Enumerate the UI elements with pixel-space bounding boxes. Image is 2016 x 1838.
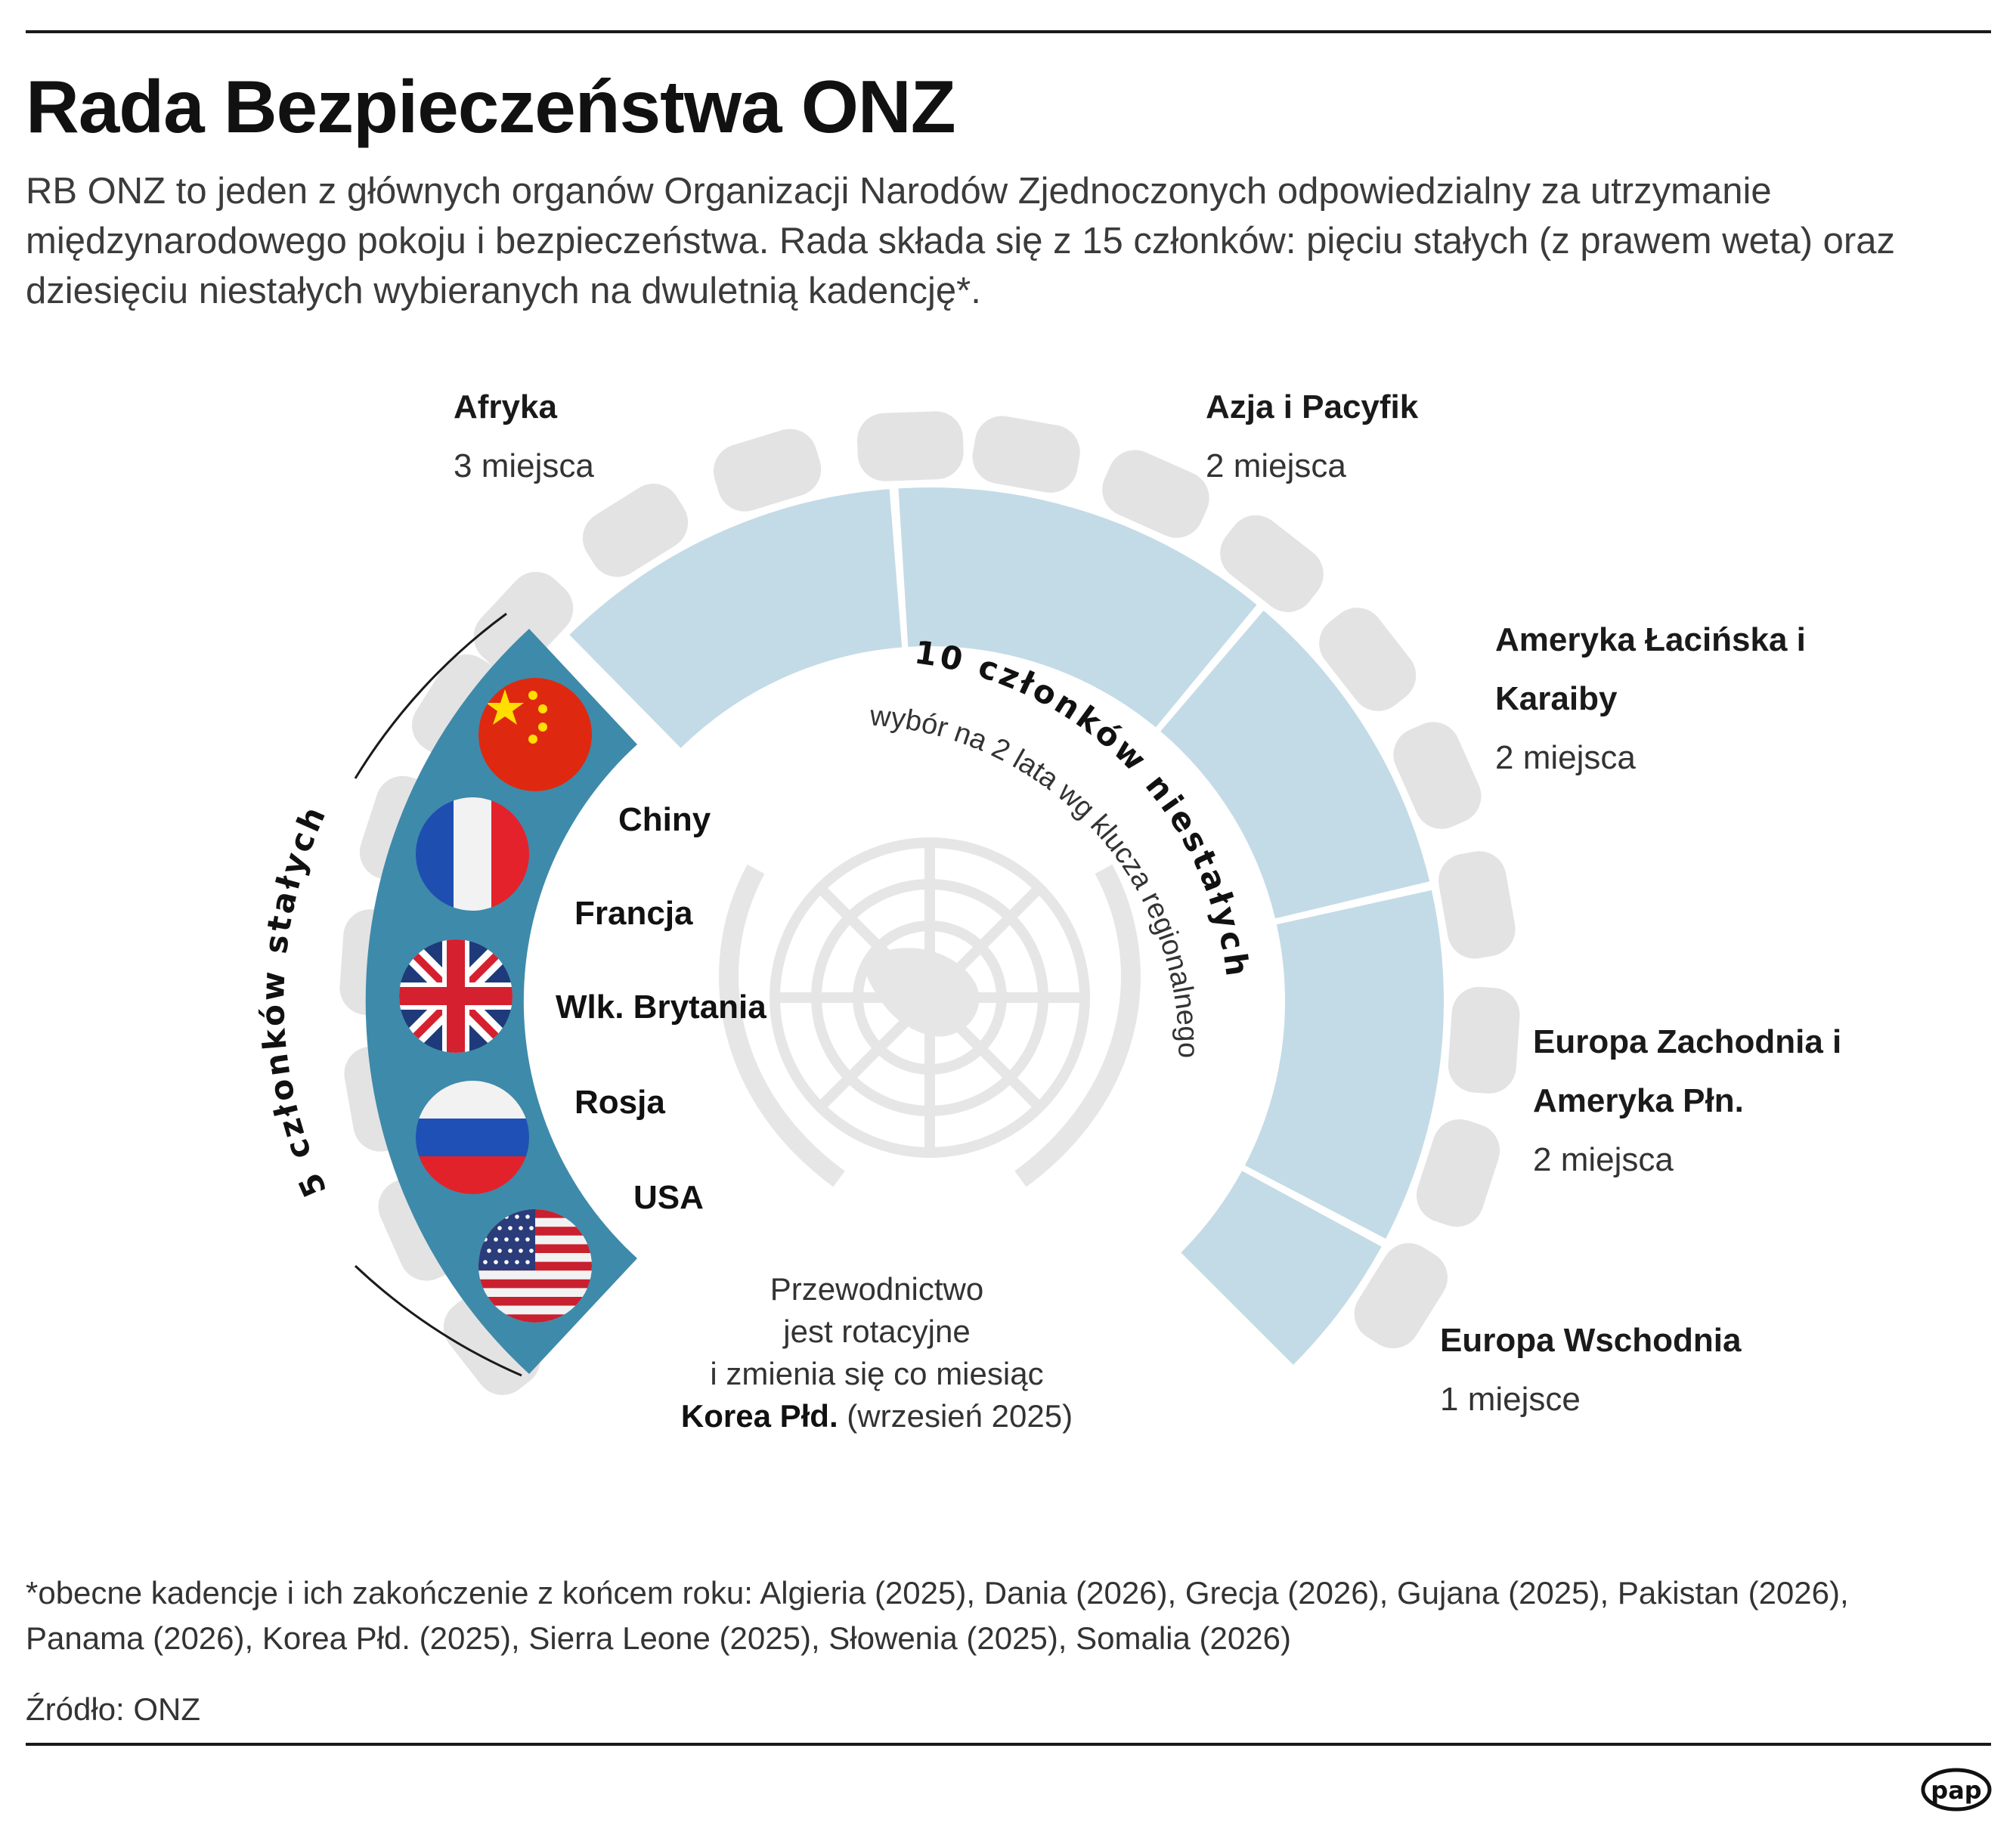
chair-14 [1319, 608, 1417, 711]
member-china: Chiny [618, 801, 711, 838]
top-rule [26, 30, 1991, 33]
table-segment-1 [569, 489, 903, 748]
permanent-bracket-top [354, 612, 507, 779]
presidency-note: Przewodnictwo jest rotacyjne i zmienia s… [643, 1268, 1111, 1437]
france-flag-icon [416, 797, 529, 911]
chair-11 [972, 416, 1080, 493]
chair-15 [1393, 722, 1482, 829]
un-emblem-icon [719, 837, 1141, 1187]
chair-18 [1416, 1119, 1500, 1227]
intro-text: RB ONZ to jeden z głównych organów Organ… [26, 171, 1895, 311]
chair-17 [1448, 986, 1520, 1094]
presidency-current: Korea Płd. (wrzesień 2025) [643, 1395, 1111, 1437]
member-uk: Wlk. Brytania [556, 989, 766, 1026]
chair-16 [1438, 851, 1516, 959]
bottom-rule [26, 1743, 1991, 1746]
presidency-line-2: jest rotacyjne [783, 1314, 971, 1349]
presidency-country: Korea Płd. [680, 1398, 838, 1434]
chair-19 [1354, 1242, 1448, 1349]
chair-2 [713, 429, 822, 512]
region-asia-pacific: Azja i Pacyfik 2 miejsca [1206, 378, 1418, 496]
svg-text:pap: pap [1931, 1776, 1981, 1805]
chair-3 [582, 484, 689, 577]
table-segment-3 [1160, 610, 1430, 919]
region-western-europe: Europa Zachodnia i Ameryka Płn. 2 miejsc… [1533, 1013, 1888, 1190]
uk-flag-icon [399, 939, 513, 1053]
region-seats: 1 miejsce [1440, 1381, 1581, 1418]
permanent-members-label: 5 członków stałych [254, 799, 334, 1203]
presidency-line-1: Przewodnictwo [770, 1271, 984, 1307]
table-segment-5 [1181, 1171, 1382, 1365]
table-segment-2 [898, 487, 1257, 728]
chair-1 [857, 411, 964, 481]
region-name: Azja i Pacyfik [1206, 388, 1419, 425]
presidency-line-3: i zmienia się co miesiąc [710, 1356, 1044, 1391]
source: Źródło: ONZ [26, 1691, 201, 1727]
member-usa: USA [633, 1179, 704, 1216]
table-segment-4 [1244, 890, 1444, 1239]
russia-flag-icon [416, 1081, 529, 1194]
region-seats: 3 miejsca [454, 447, 594, 484]
region-seats: 2 miejsca [1495, 739, 1636, 776]
chair-4 [473, 571, 574, 673]
presidency-date: (wrzesień 2025) [838, 1398, 1073, 1434]
region-africa: Afryka 3 miejsca [454, 378, 594, 496]
region-name: Afryka [454, 388, 557, 425]
region-name: Europa Wschodnia [1440, 1322, 1742, 1359]
page-title: Rada Bezpieczeństwa ONZ [26, 65, 956, 148]
chair-12 [1102, 450, 1209, 538]
china-flag-icon [478, 678, 592, 791]
region-seats: 2 miejsca [1206, 447, 1346, 484]
pap-logo: pap [1921, 1768, 1992, 1812]
member-france: Francja [574, 895, 693, 932]
region-latin-america: Ameryka Łacińska i Karaiby 2 miejsca [1495, 611, 1858, 787]
member-russia: Rosja [574, 1084, 665, 1121]
region-eastern-europe: Europa Wschodnia 1 miejsce [1440, 1311, 1741, 1429]
region-name: Ameryka Łacińska i Karaiby [1495, 621, 1806, 717]
chair-13 [1220, 515, 1324, 612]
region-seats: 2 miejsca [1533, 1141, 1674, 1178]
non-permanent-table [569, 487, 1444, 1365]
region-name: Europa Zachodnia i Ameryka Płn. [1533, 1023, 1842, 1119]
permanent-bracket-bottom [354, 1264, 522, 1377]
chair-10 [443, 1292, 540, 1395]
usa-flag-icon [478, 1209, 592, 1323]
footnote: *obecne kadencje i ich zakończenie z koń… [26, 1575, 1849, 1656]
